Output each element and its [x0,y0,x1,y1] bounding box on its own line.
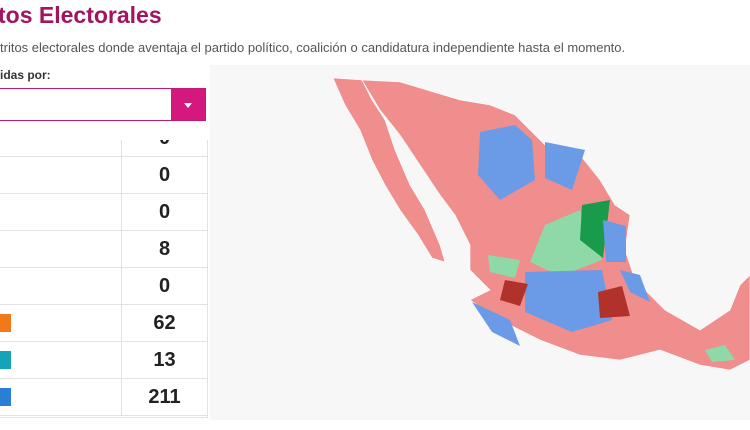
column-separator [121,157,122,193]
dropdown-button[interactable] [171,89,205,120]
dropdown[interactable] [0,88,206,121]
district-region [598,286,630,318]
district-region [545,142,585,190]
column-separator [121,194,122,230]
column-separator [121,231,122,267]
party-logo [0,314,11,332]
page-title: tos Electorales [0,2,162,28]
district-count: 8 [158,238,171,260]
filter-label: idas por: [0,68,51,82]
district-region [580,200,610,258]
district-region [478,125,535,200]
column-separator [121,305,122,341]
results-table: 0 0 0 8 0 62 13 211 [0,140,208,418]
district-count: 62 [153,312,176,334]
party-logo [0,351,11,369]
table-row: 62 [0,305,207,342]
district-count: 0 [122,140,207,156]
column-separator [121,379,122,415]
column-separator [121,342,122,378]
party-logo [0,388,11,406]
column-separator [121,268,122,304]
district-region [705,345,735,362]
district-region [525,270,612,332]
table-row: 13 [0,342,207,379]
table-row: 0 [0,194,207,231]
description: tritos electorales donde aventaja el par… [0,40,626,55]
district-count: 13 [153,349,176,371]
baja-california [332,77,446,263]
table-row: 8 [0,231,207,268]
column-separator [121,140,122,156]
district-region [620,270,650,302]
map [210,65,750,420]
district-region [500,280,528,306]
district-count: 0 [158,275,171,297]
table-row: 0 [0,140,207,157]
district-region [603,220,626,262]
district-region [488,255,520,278]
district-region [472,302,520,346]
district-count: 0 [158,164,171,186]
district-count: 0 [158,201,171,223]
district-count: 211 [148,386,181,408]
table-row: 211 [0,379,207,416]
table-row: 0 [0,268,207,305]
table-row: 0 [0,157,207,194]
